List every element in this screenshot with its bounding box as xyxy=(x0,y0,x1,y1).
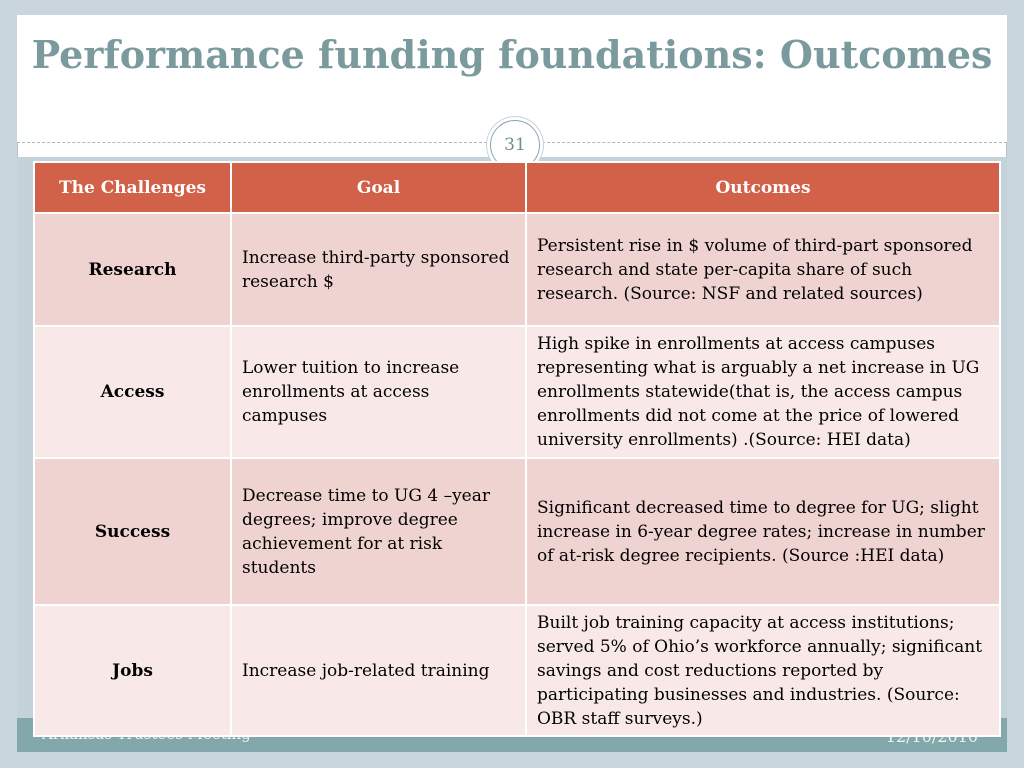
table-row-research: Research Increase third-party sponsored … xyxy=(33,212,1001,327)
title-divider-right xyxy=(542,142,1007,143)
goal-cell: Increase job-related training xyxy=(230,604,527,737)
table-header-row: The Challenges Goal Outcomes xyxy=(33,161,1001,214)
goal-cell: Lower tuition to increase enrollments at… xyxy=(230,325,527,459)
header-goal: Goal xyxy=(230,161,527,214)
goal-cell: Increase third-party sponsored research … xyxy=(230,212,527,327)
table-row-jobs: Jobs Increase job-related training Built… xyxy=(33,604,1001,737)
challenge-cell: Success xyxy=(33,457,232,606)
header-challenges: The Challenges xyxy=(33,161,232,214)
outcome-cell: High spike in enrollments at access camp… xyxy=(525,325,1001,459)
table-row-access: Access Lower tuition to increase enrollm… xyxy=(33,325,1001,459)
challenge-cell: Access xyxy=(33,325,232,459)
challenge-cell: Jobs xyxy=(33,604,232,737)
table-row-success: Success Decrease time to UG 4 –year degr… xyxy=(33,457,1001,606)
outcome-cell: Built job training capacity at access in… xyxy=(525,604,1001,737)
header-outcomes: Outcomes xyxy=(525,161,1001,214)
outcome-cell: Significant decreased time to degree for… xyxy=(525,457,1001,606)
outcomes-table: The Challenges Goal Outcomes Research In… xyxy=(33,161,1001,737)
slide-title: Performance funding foundations: Outcome… xyxy=(31,32,993,77)
title-divider-left xyxy=(17,142,492,143)
outcome-cell: Persistent rise in $ volume of third-par… xyxy=(525,212,1001,327)
goal-cell: Decrease time to UG 4 –year degrees; imp… xyxy=(230,457,527,606)
challenge-cell: Research xyxy=(33,212,232,327)
